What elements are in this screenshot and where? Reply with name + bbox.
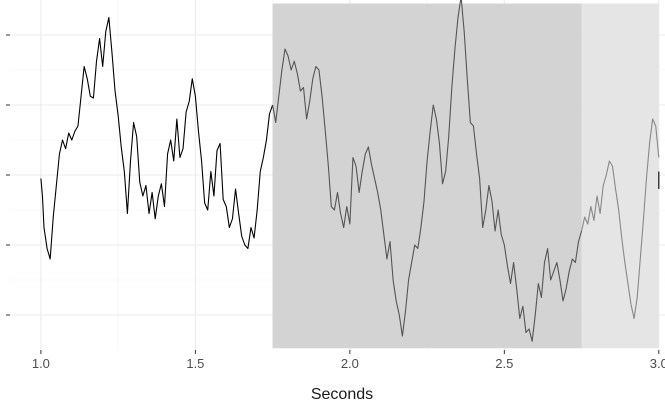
x-tick-label: 1.0 xyxy=(32,356,50,371)
shaded-region-2 xyxy=(581,3,659,349)
shaded-regions xyxy=(272,3,659,349)
x-tick-label: 2.5 xyxy=(495,356,513,371)
x-axis-title: Seconds xyxy=(311,386,373,403)
series-line-1 xyxy=(40,16,274,260)
series-lines xyxy=(40,0,660,342)
x-tick-label: 3.0 xyxy=(650,356,665,371)
x-tick-label: 1.5 xyxy=(186,356,204,371)
axes: 1.0 1.5 2.0 2.5 3.0 xyxy=(6,34,665,371)
series-line-2 xyxy=(272,0,583,342)
series-line-3 xyxy=(581,118,660,320)
x-tick-label: 2.0 xyxy=(341,356,359,371)
shaded-region-1 xyxy=(272,3,582,349)
